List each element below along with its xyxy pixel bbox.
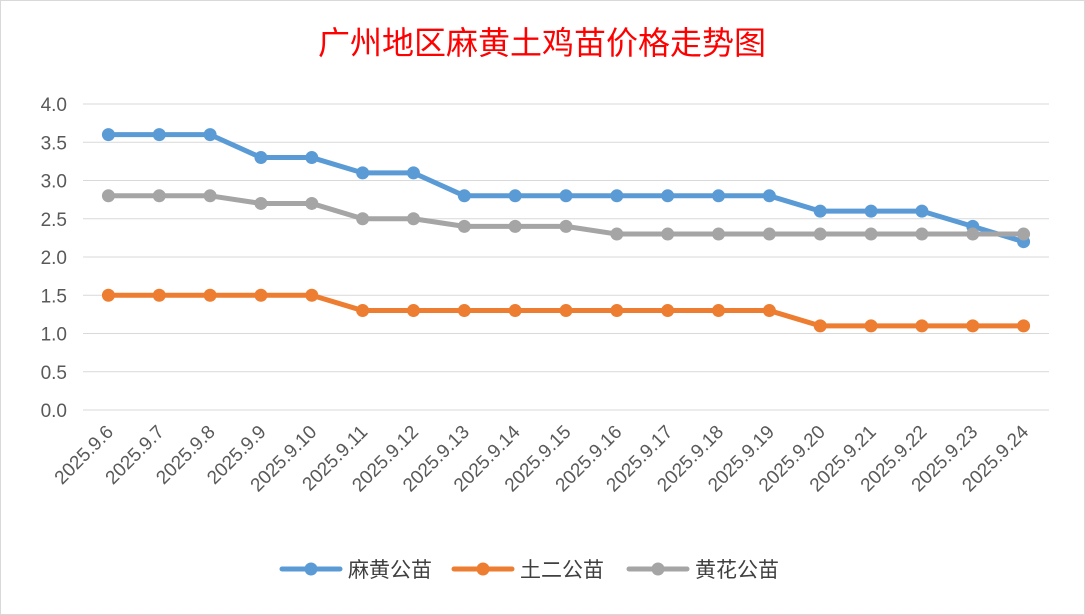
series-2 bbox=[101, 288, 1031, 333]
data-point bbox=[203, 288, 217, 302]
data-point bbox=[356, 304, 370, 318]
series-lines bbox=[101, 128, 1031, 333]
data-point bbox=[457, 304, 471, 318]
data-point bbox=[864, 227, 878, 241]
data-point bbox=[610, 227, 624, 241]
y-tick-label: 1.0 bbox=[41, 325, 67, 346]
data-point bbox=[762, 189, 776, 203]
y-axis-ticks: 0.0 0.5 1.0 1.5 2.0 2.5 3.0 3.5 4.0 bbox=[41, 95, 67, 422]
data-point bbox=[915, 204, 929, 218]
data-point bbox=[559, 219, 573, 233]
legend-label: 麻黄公苗 bbox=[348, 558, 432, 582]
y-tick-label: 4.0 bbox=[41, 95, 67, 116]
data-point bbox=[508, 219, 522, 233]
data-point bbox=[610, 189, 624, 203]
data-point bbox=[305, 196, 319, 210]
data-point bbox=[712, 189, 726, 203]
data-point bbox=[356, 166, 370, 180]
legend-marker bbox=[651, 562, 665, 576]
data-point bbox=[152, 128, 166, 142]
data-point bbox=[813, 227, 827, 241]
y-tick-label: 2.5 bbox=[41, 210, 67, 231]
data-point bbox=[457, 189, 471, 203]
data-point bbox=[915, 319, 929, 333]
legend-item: 麻黄公苗 bbox=[279, 558, 432, 582]
data-point bbox=[457, 219, 471, 233]
y-tick-label: 3.5 bbox=[41, 133, 67, 154]
data-point bbox=[406, 166, 420, 180]
data-point bbox=[254, 151, 268, 165]
series-3 bbox=[101, 189, 1031, 241]
data-point bbox=[254, 288, 268, 302]
y-tick-label: 0.5 bbox=[41, 363, 67, 384]
data-point bbox=[356, 212, 370, 226]
data-point bbox=[559, 304, 573, 318]
data-point bbox=[661, 304, 675, 318]
data-point bbox=[966, 227, 980, 241]
data-point bbox=[254, 196, 268, 210]
data-point bbox=[101, 288, 115, 302]
legend-label: 土二公苗 bbox=[520, 558, 604, 582]
data-point bbox=[1017, 227, 1031, 241]
y-tick-label: 3.0 bbox=[41, 172, 67, 193]
data-point bbox=[508, 304, 522, 318]
chart-title: 广州地区麻黄土鸡苗价格走势图 bbox=[318, 24, 766, 62]
legend-item: 黄花公苗 bbox=[626, 558, 779, 582]
data-point bbox=[610, 304, 624, 318]
data-point bbox=[712, 304, 726, 318]
data-point bbox=[152, 189, 166, 203]
data-point bbox=[1017, 319, 1031, 333]
data-point bbox=[864, 319, 878, 333]
data-point bbox=[406, 212, 420, 226]
legend-marker bbox=[476, 562, 490, 576]
legend-marker bbox=[304, 562, 318, 576]
data-point bbox=[406, 304, 420, 318]
legend-label: 黄花公苗 bbox=[695, 558, 779, 582]
data-point bbox=[101, 128, 115, 142]
data-point bbox=[508, 189, 522, 203]
data-point bbox=[305, 288, 319, 302]
data-point bbox=[813, 319, 827, 333]
x-axis-ticks: 2025.9.62025.9.72025.9.82025.9.92025.9.1… bbox=[51, 421, 1034, 496]
data-point bbox=[813, 204, 827, 218]
data-point bbox=[966, 319, 980, 333]
data-point bbox=[152, 288, 166, 302]
y-tick-label: 1.5 bbox=[41, 286, 67, 307]
data-point bbox=[305, 151, 319, 165]
data-point bbox=[762, 304, 776, 318]
y-tick-label: 0.0 bbox=[41, 401, 67, 422]
data-point bbox=[661, 227, 675, 241]
data-point bbox=[712, 227, 726, 241]
data-point bbox=[203, 189, 217, 203]
y-tick-label: 2.0 bbox=[41, 248, 67, 269]
data-point bbox=[203, 128, 217, 142]
data-point bbox=[101, 189, 115, 203]
data-point bbox=[915, 227, 929, 241]
legend: 麻黄公苗 土二公苗 黄花公苗 bbox=[279, 558, 779, 582]
data-point bbox=[864, 204, 878, 218]
data-point bbox=[762, 227, 776, 241]
legend-item: 土二公苗 bbox=[451, 558, 604, 582]
series-1 bbox=[101, 128, 1031, 249]
gridlines bbox=[83, 103, 1049, 411]
data-point bbox=[559, 189, 573, 203]
data-point bbox=[661, 189, 675, 203]
